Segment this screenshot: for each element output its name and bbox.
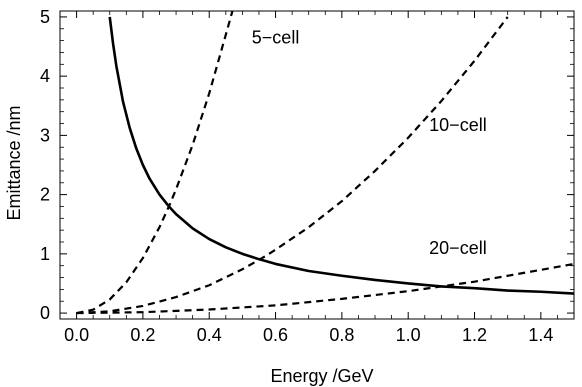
y-axis-title: Emittance /nm xyxy=(4,105,24,220)
curve-label: 20−cell xyxy=(429,238,487,258)
x-axis-title: Energy /GeV xyxy=(270,366,373,386)
curve-label: 10−cell xyxy=(429,115,487,135)
y-tick-label: 3 xyxy=(40,125,50,145)
series-line-4 xyxy=(76,262,574,315)
x-tick-label: 0.6 xyxy=(263,325,288,345)
curve-label: 5−cell xyxy=(252,28,300,48)
y-tick-label: 4 xyxy=(40,66,50,86)
series-line-2 xyxy=(76,11,234,315)
series-line-3 xyxy=(76,16,509,315)
y-tick-label: 1 xyxy=(40,244,50,264)
x-tick-label: 0.0 xyxy=(64,325,89,345)
plot-layer: 0.0 0.2 0.4 0.6 0.8 1.0 1.2 1.4 0 1 2 3 4 5 5−cell 10−c… xyxy=(40,7,575,345)
x-tick-label: 1.0 xyxy=(396,325,421,345)
series-line-1 xyxy=(108,16,574,295)
x-tick-label: 0.8 xyxy=(329,325,354,345)
plot-frame xyxy=(59,10,575,320)
y-tick-label: 0 xyxy=(40,303,50,323)
x-tick-label: 0.4 xyxy=(197,325,222,345)
x-tick-label: 1.4 xyxy=(528,325,553,345)
x-tick-label: 0.2 xyxy=(130,325,155,345)
x-tick-label: 1.2 xyxy=(462,325,487,345)
y-tick-label: 5 xyxy=(40,7,50,27)
y-tick-label: 2 xyxy=(40,185,50,205)
